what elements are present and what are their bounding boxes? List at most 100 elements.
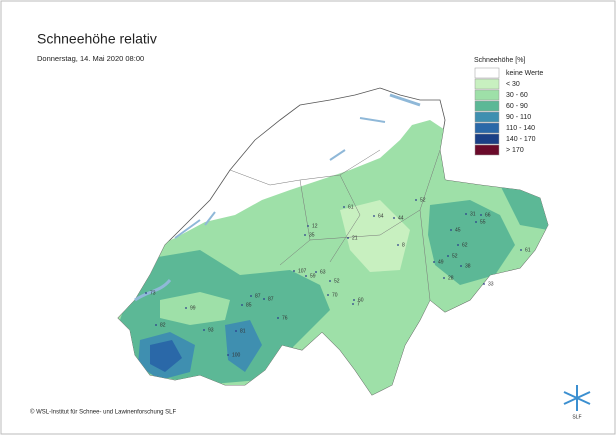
logo: SLF	[563, 385, 591, 420]
station-value: 12	[312, 223, 318, 229]
legend-label: 30 - 60	[506, 92, 528, 99]
legend-label: > 170	[506, 147, 524, 154]
station-value: 52	[452, 253, 458, 259]
station-value: 52	[420, 197, 426, 203]
lake	[329, 117, 386, 161]
station-value: 62	[462, 242, 468, 248]
station-dot	[227, 354, 229, 356]
station-dot	[145, 292, 147, 294]
credit: © WSL-Institut für Schnee- und Lawinenfo…	[30, 409, 176, 416]
station-value: 52	[334, 278, 340, 284]
station-value: 81	[240, 328, 246, 334]
station-dot	[263, 298, 265, 300]
station-value: 59	[310, 273, 316, 279]
station-dot	[483, 283, 485, 285]
station-dot	[293, 270, 295, 272]
legend-title: Schneehöhe [%]	[474, 57, 525, 64]
station-dot	[185, 307, 187, 309]
station-dot	[329, 280, 331, 282]
lake-neuchatel	[174, 211, 216, 239]
canton-borders	[229, 149, 441, 301]
legend-swatch	[474, 100, 500, 112]
legend-swatch	[474, 133, 500, 145]
station-value: 7	[357, 301, 360, 307]
station-value: 35	[309, 232, 315, 238]
station-dot	[460, 265, 462, 267]
station-value: 28	[448, 275, 454, 281]
station-value: 64	[378, 213, 384, 219]
map-title: Schneehöhe relativ	[37, 31, 157, 47]
station-value: 66	[485, 212, 491, 218]
snowflake-icon	[563, 385, 591, 411]
station-dot	[353, 299, 355, 301]
legend-swatch	[474, 67, 500, 79]
station-dot	[203, 329, 205, 331]
station-dot	[465, 213, 467, 215]
legend: keine Werte < 30 30 - 60 60 - 90 90 - 110 110…	[474, 67, 543, 156]
legend-label: 90 - 110	[506, 114, 531, 121]
station-value: 93	[208, 327, 214, 333]
legend-swatch	[474, 144, 500, 156]
station-dot	[277, 317, 279, 319]
legend-label: < 30	[506, 81, 520, 88]
station-dot	[415, 199, 417, 201]
legend-swatch	[474, 78, 500, 90]
station-dot	[235, 330, 237, 332]
station-value: 100	[232, 352, 241, 358]
station-dot	[352, 303, 354, 305]
legend-label: 60 - 90	[506, 103, 528, 110]
station-value: 76	[282, 315, 288, 321]
station-value: 87	[268, 296, 274, 302]
station-value: 107	[298, 268, 307, 274]
snow-cover	[118, 120, 548, 395]
station-value: 61	[348, 204, 354, 210]
station-value: 61	[525, 247, 531, 253]
station-dot	[475, 221, 477, 223]
station-dot	[155, 324, 157, 326]
station-value: 45	[455, 227, 461, 233]
station-dot	[305, 275, 307, 277]
station-value: 60	[358, 297, 364, 303]
station-value: 8	[402, 242, 405, 248]
station-value: 44	[398, 215, 404, 221]
station-value: 99	[190, 305, 196, 311]
logo-text: SLF	[572, 414, 581, 420]
station-value: 63	[320, 269, 326, 275]
station-value: 87	[255, 293, 261, 299]
station-dot	[307, 225, 309, 227]
lake-geneva	[134, 278, 172, 302]
station-dot	[315, 271, 317, 273]
station-value: 70	[332, 292, 338, 298]
station-dot	[343, 206, 345, 208]
legend-label: keine Werte	[506, 70, 543, 77]
lake-constance	[389, 93, 421, 107]
map-subtitle: Donnerstag, 14. Mai 2020 08:00	[37, 54, 144, 63]
station-value: 73	[150, 290, 156, 296]
legend-swatch	[474, 89, 500, 101]
station-dot	[457, 244, 459, 246]
station-dot	[304, 234, 306, 236]
station-dot	[250, 295, 252, 297]
station-dot	[373, 215, 375, 217]
station-dot	[450, 229, 452, 231]
station-dot	[520, 249, 522, 251]
legend-swatch	[474, 122, 500, 134]
legend-label: 140 - 170	[506, 136, 536, 143]
station-dot	[443, 277, 445, 279]
map	[117, 87, 549, 396]
station-value: 33	[488, 281, 494, 287]
station-dot	[327, 294, 329, 296]
station-value: 82	[160, 322, 166, 328]
station-value: 21	[352, 235, 358, 241]
legend-label: 110 - 140	[506, 125, 535, 132]
legend-swatch	[474, 111, 500, 123]
station-dot	[480, 214, 482, 216]
station-value: 55	[480, 219, 486, 225]
station-dot	[397, 244, 399, 246]
station-dot	[447, 255, 449, 257]
station-dot	[393, 217, 395, 219]
station-value: 49	[438, 259, 444, 265]
station-dot	[433, 261, 435, 263]
